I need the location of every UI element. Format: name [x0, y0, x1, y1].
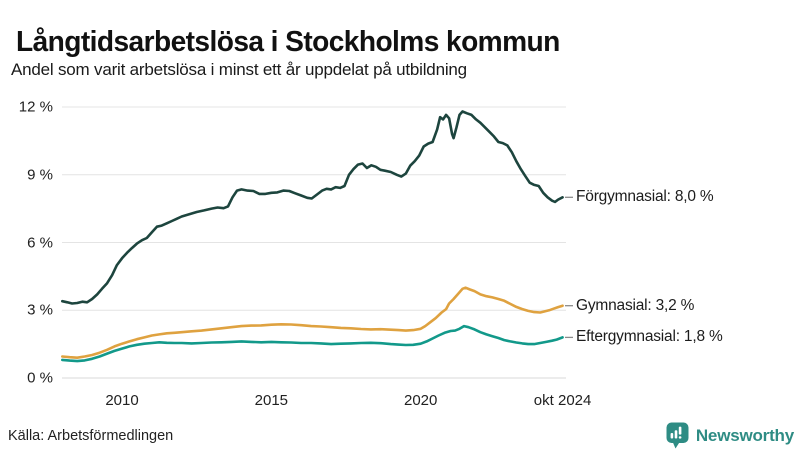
source-note: Källa: Arbetsförmedlingen [8, 428, 174, 444]
x-axis-tick-2020: 2020 [404, 392, 438, 409]
series-label-gymnasial: Gymnasial: 3,2 % [576, 296, 695, 314]
chart-subtitle: Andel som varit arbetslösa i minst ett å… [11, 60, 467, 79]
y-axis-tick-9: 9 % [27, 166, 53, 184]
series-line-eftergymnasial [61, 324, 564, 363]
x-axis-tick-2010: 2010 [105, 392, 139, 409]
y-axis-tick-6: 6 % [27, 234, 53, 251]
series-line-gymnasial [61, 286, 564, 359]
y-axis-tick-3: 3 % [27, 301, 53, 319]
y-axis-tick-12: 12 % [18, 98, 53, 116]
y-axis-tick-0: 0 % [27, 369, 53, 387]
x-axis-tick-okt-2024: okt 2024 [533, 392, 592, 409]
brand-logo: Newsworthy [666, 422, 794, 449]
brand-name: Newsworthy [695, 425, 794, 445]
page-title: Långtidsarbetslösa i Stockholms kommun [16, 26, 560, 59]
x-axis-tick-2015: 2015 [254, 392, 289, 409]
series-label-forgymnasial: Förgymnasial: 8,0 % [576, 188, 714, 206]
newsworthy-icon [666, 422, 689, 449]
series-label-eftergymnasial: Eftergymnasial: 1,8 % [576, 328, 723, 346]
series-line-forgymnasial [61, 110, 564, 305]
